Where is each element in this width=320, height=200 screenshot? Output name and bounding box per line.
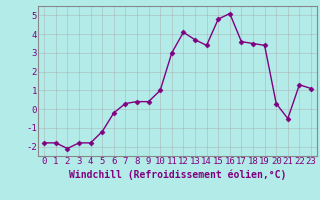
X-axis label: Windchill (Refroidissement éolien,°C): Windchill (Refroidissement éolien,°C) xyxy=(69,169,286,180)
